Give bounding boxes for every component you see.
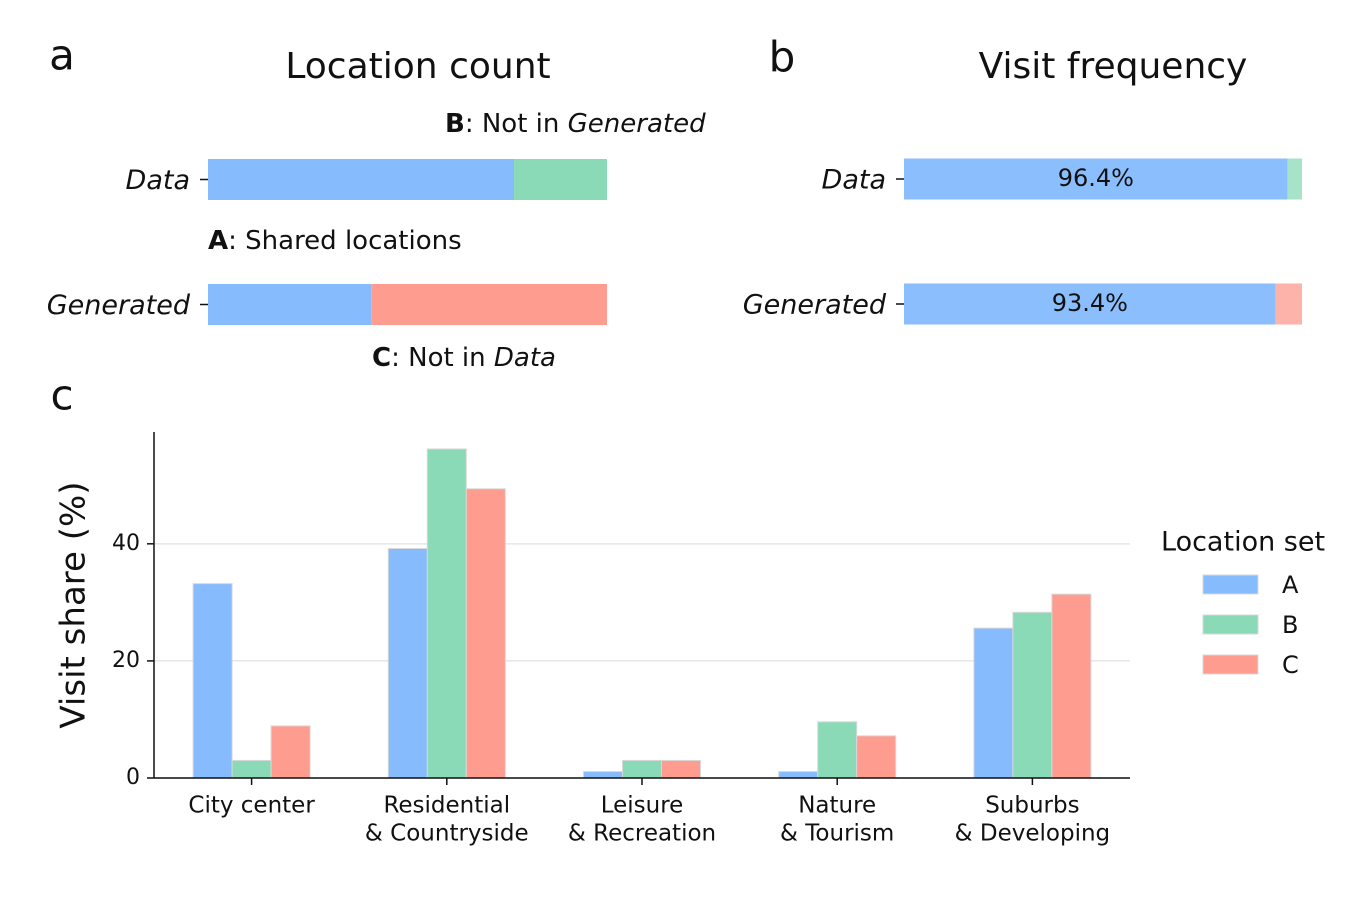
y-tick-label: 0	[126, 765, 140, 790]
bar	[465, 488, 506, 779]
legend-label: C	[1282, 651, 1299, 679]
annotation: B: Not in Generated	[445, 109, 706, 139]
legend-swatch	[1202, 614, 1259, 635]
bar	[231, 759, 272, 779]
x-tick-label: & Countryside	[365, 821, 529, 847]
bar	[778, 771, 819, 779]
bar	[622, 759, 662, 779]
bar-segment	[208, 284, 372, 325]
annotation-part: B	[445, 109, 465, 139]
annotation-part: C	[372, 343, 391, 373]
panel-letter: a	[49, 31, 75, 80]
legend-swatch	[1202, 574, 1259, 595]
bar	[856, 735, 897, 779]
bar	[426, 448, 467, 779]
annotation-part: : Not in	[465, 109, 568, 139]
legend-label: B	[1282, 611, 1298, 639]
bar	[583, 771, 623, 779]
bar	[1051, 593, 1092, 779]
bar-segment	[1287, 158, 1302, 200]
x-tick-label: Suburbs	[985, 793, 1079, 819]
y-tick-label: Data	[822, 165, 886, 196]
bar-segment	[208, 159, 515, 200]
bar-segment	[1275, 283, 1302, 325]
panel-letter: c	[50, 371, 73, 420]
legend-title: Location set	[1161, 527, 1325, 558]
value-label: 93.4%	[1052, 289, 1128, 317]
chart-title: Visit frequency	[979, 46, 1248, 87]
y-axis-label: Visit share (%)	[54, 481, 94, 728]
y-tick-label: Generated	[743, 290, 887, 321]
bar	[270, 725, 311, 779]
x-tick-label: & Tourism	[780, 821, 894, 847]
bar	[1012, 611, 1053, 779]
y-tick-label: 40	[112, 531, 140, 556]
annotation-part: : Not in	[391, 343, 494, 373]
panel-letter: b	[769, 33, 796, 82]
chart-title: Location count	[285, 46, 550, 87]
bar-segment	[904, 158, 1288, 200]
bar-segment	[514, 159, 607, 200]
y-tick-label: Generated	[47, 290, 191, 321]
annotation: A: Shared locations	[208, 226, 462, 256]
bar	[817, 721, 858, 779]
bar-segment	[371, 284, 607, 325]
annotation-part: A	[208, 226, 228, 256]
y-tick-label: Data	[126, 165, 190, 196]
bar	[661, 759, 701, 779]
x-tick-label: Residential	[383, 793, 510, 819]
x-tick-label: Nature	[798, 793, 876, 819]
annotation: C: Not in Data	[372, 343, 556, 373]
bar	[387, 548, 428, 779]
annotation-part: Data	[494, 343, 556, 373]
value-label: 96.4%	[1058, 164, 1134, 192]
legend-label: A	[1282, 571, 1299, 599]
bar	[192, 583, 233, 779]
annotation-part: Generated	[568, 109, 706, 139]
bar-segment	[904, 283, 1276, 325]
x-tick-label: & Developing	[955, 821, 1111, 847]
y-tick-label: 20	[112, 648, 140, 673]
annotation-part: : Shared locations	[228, 226, 462, 256]
x-tick-label: City center	[188, 793, 315, 819]
legend-swatch	[1202, 654, 1259, 675]
x-tick-label: Leisure	[601, 793, 684, 819]
bar	[973, 627, 1014, 779]
x-tick-label: & Recreation	[568, 821, 716, 847]
